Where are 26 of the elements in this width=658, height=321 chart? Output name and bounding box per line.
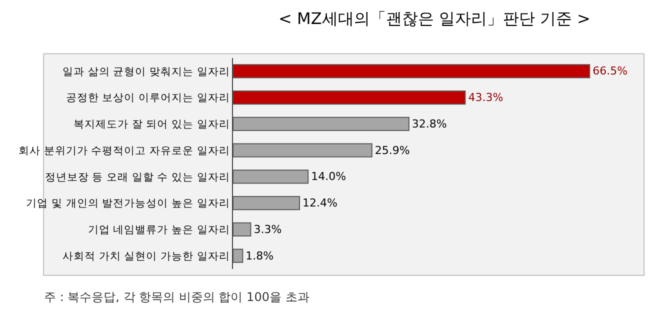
chart-title: < MZ세대의「괜찮은 일자리」판단 기준 > bbox=[278, 9, 590, 28]
bar bbox=[233, 64, 590, 78]
bar bbox=[233, 196, 300, 210]
data-label: 43.3% bbox=[468, 91, 504, 104]
y-tick-label: 기업 및 개인의 발전가능성이 높은 일자리 bbox=[26, 198, 230, 210]
y-tick-label: 기업 네임밸류가 높은 일자리 bbox=[88, 224, 230, 236]
data-label: 3.3% bbox=[254, 222, 282, 236]
data-label: 14.0% bbox=[311, 170, 346, 184]
y-tick-label: 복지제도가 잘 되어 있는 일자리 bbox=[74, 118, 230, 131]
y-tick-label: 정년보장 등 오래 일할 수 있는 일자리 bbox=[44, 171, 230, 184]
bar bbox=[233, 170, 309, 184]
data-label: 1.8% bbox=[246, 249, 274, 262]
y-tick-label: 사회적 가치 실현이 가능한 일자리 bbox=[62, 250, 230, 262]
data-label: 66.5% bbox=[592, 64, 628, 78]
bar bbox=[233, 90, 466, 105]
data-label: 25.9% bbox=[374, 144, 410, 157]
bar bbox=[233, 222, 252, 237]
y-tick-label: 회사 분위기가 수평적이고 자유로운 일자리 bbox=[18, 144, 230, 157]
data-label: 32.8% bbox=[412, 117, 447, 130]
text: 주 : 복수응답, 각 항목의 비중의 합이 100을 초과 bbox=[44, 290, 310, 304]
y-tick-label: 일과 삶의 균형이 맞춰지는 일자리 bbox=[62, 66, 230, 78]
bar bbox=[233, 143, 372, 158]
bar bbox=[233, 248, 244, 263]
bar bbox=[233, 116, 410, 132]
data-label: 12.4% bbox=[302, 196, 338, 210]
y-tick-label: 공정한 보상이 이루어지는 일자리 bbox=[66, 92, 230, 104]
